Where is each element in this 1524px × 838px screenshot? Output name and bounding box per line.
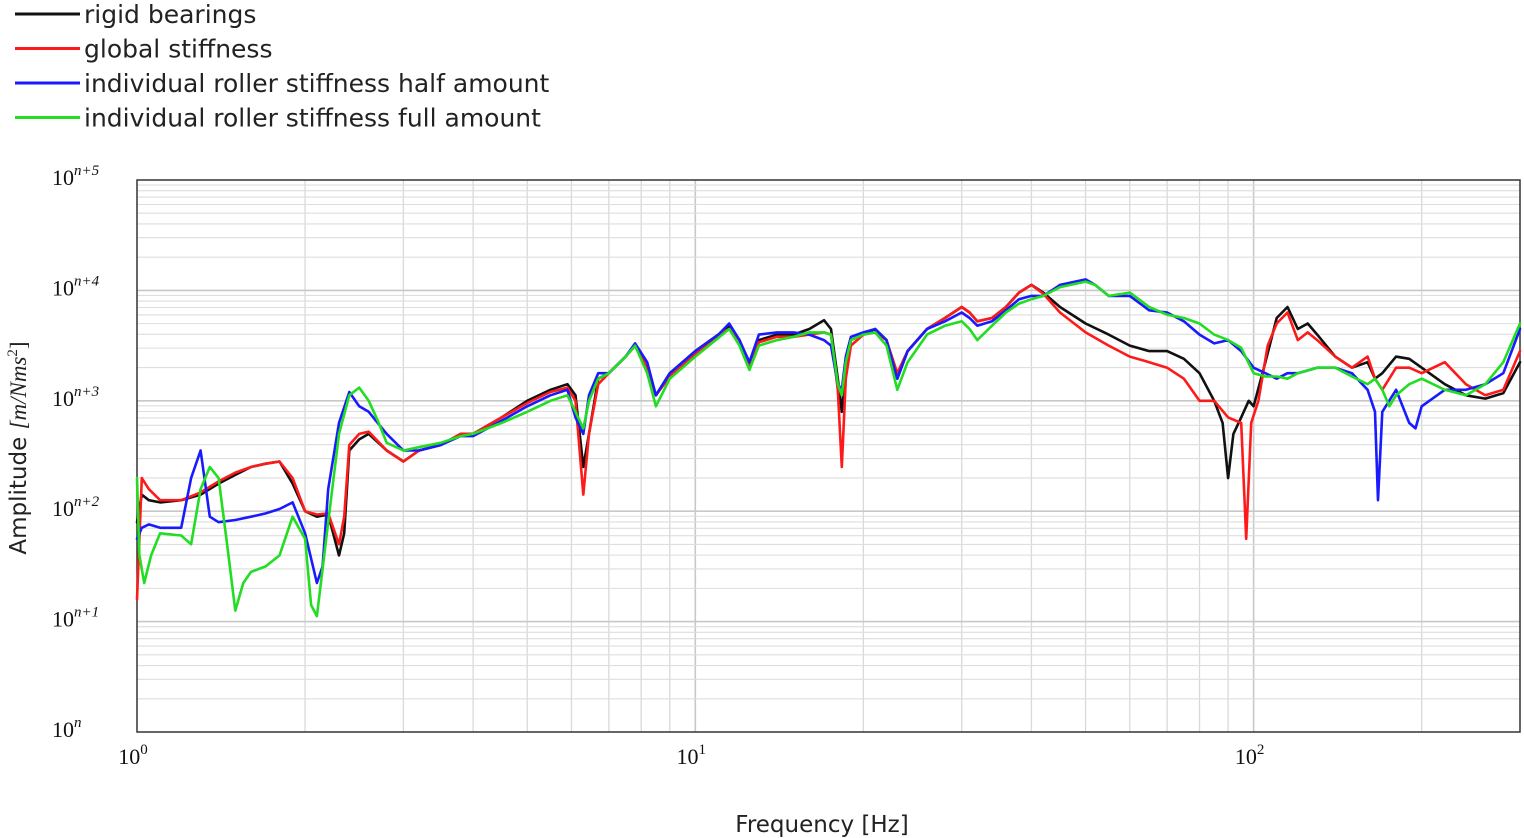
series-layer — [135, 278, 1522, 618]
y-axis-label-end: ] — [6, 341, 31, 349]
x-axis-label: Frequency [Hz] — [735, 812, 908, 838]
x-tick-label: 100 — [118, 742, 148, 769]
y-axis-label: Amplitude [m/Nms2] — [5, 341, 32, 554]
legend-label-rigid-bearings: rigid bearings — [84, 0, 256, 29]
x-tick-label: 101 — [677, 742, 707, 769]
legend-label-individual-roller-stiffness-full-amount: individual roller stiffness full amount — [84, 104, 541, 133]
grid — [137, 180, 1520, 732]
x-axis-ticks: 100 101 102 — [118, 742, 1264, 769]
series-line-individual-roller-stiffness-half-amount — [135, 278, 1522, 585]
y-axis-label-text: Amplitude — [6, 429, 32, 554]
x-tick-label: 102 — [1235, 742, 1265, 769]
y-tick-label: 10n+2 — [52, 494, 100, 521]
y-tick-label: 10n — [52, 715, 82, 742]
legend-label-global-stiffness: global stiffness — [84, 35, 272, 64]
y-tick-label: 10n+4 — [52, 273, 100, 300]
y-tick-label: 10n+1 — [52, 605, 99, 632]
y-tick-label: 10n+3 — [52, 384, 99, 411]
y-tick-label: 10n+5 — [52, 163, 100, 190]
series-line-individual-roller-stiffness-full-amount — [135, 280, 1522, 618]
y-axis-ticks: 10n 10n+1 10n+2 10n+3 10n+4 10n+5 — [52, 163, 100, 742]
series-line-global-stiffness — [135, 283, 1522, 601]
y-axis-label-sup: 2 — [5, 349, 21, 357]
y-axis-label-math: [m/Nms — [6, 357, 31, 430]
legend: rigid bearings global stiffness individual… — [15, 0, 550, 133]
legend-label-individual-roller-stiffness-half-amount: individual roller stiffness half amount — [84, 69, 550, 98]
plot-area — [136, 179, 1521, 733]
